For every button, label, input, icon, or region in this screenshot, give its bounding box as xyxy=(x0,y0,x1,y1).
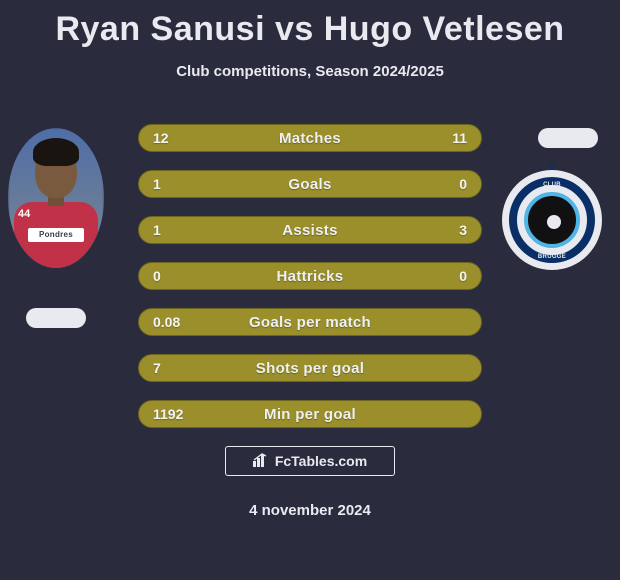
stats-bars: 12 Matches 11 1 Goals 0 1 Assists 3 0 Ha… xyxy=(138,124,482,446)
stat-row: 0 Hattricks 0 xyxy=(138,262,482,290)
left-player-column: Pondres 44 xyxy=(8,128,104,328)
stat-label: Goals per match xyxy=(139,314,481,331)
right-pill-placeholder xyxy=(538,128,598,148)
stat-label: Assists xyxy=(139,222,481,239)
footer-brand-text: FcTables.com xyxy=(275,453,367,469)
chart-icon xyxy=(253,453,269,470)
page-title: Ryan Sanusi vs Hugo Vetlesen xyxy=(0,0,620,49)
left-pill-placeholder xyxy=(26,308,86,328)
stat-row: 1 Goals 0 xyxy=(138,170,482,198)
jersey-number: 44 xyxy=(18,208,30,220)
left-player-avatar: Pondres 44 xyxy=(8,128,104,268)
crest-text-top: CLUB xyxy=(543,182,561,188)
stat-label: Hattricks xyxy=(139,268,481,285)
stat-row: 12 Matches 11 xyxy=(138,124,482,152)
stat-label: Shots per goal xyxy=(139,360,481,377)
stat-label: Matches xyxy=(139,130,481,147)
jersey-sponsor: Pondres xyxy=(28,228,84,242)
stat-label: Goals xyxy=(139,176,481,193)
date-label: 4 november 2024 xyxy=(0,502,620,519)
stat-row: 1 Assists 3 xyxy=(138,216,482,244)
stat-row: 0.08 Goals per match xyxy=(138,308,482,336)
crown-icon: ♛ xyxy=(548,162,557,173)
stat-label: Min per goal xyxy=(139,406,481,423)
right-club-crest: ♛ CLUB BRUGGE xyxy=(502,170,602,270)
crest-text-bottom: BRUGGE xyxy=(538,254,566,260)
footer-brand: FcTables.com xyxy=(225,446,395,476)
right-player-column: ♛ CLUB BRUGGE xyxy=(502,170,602,270)
stat-row: 7 Shots per goal xyxy=(138,354,482,382)
subtitle: Club competitions, Season 2024/2025 xyxy=(0,63,620,80)
stat-row: 1192 Min per goal xyxy=(138,400,482,428)
